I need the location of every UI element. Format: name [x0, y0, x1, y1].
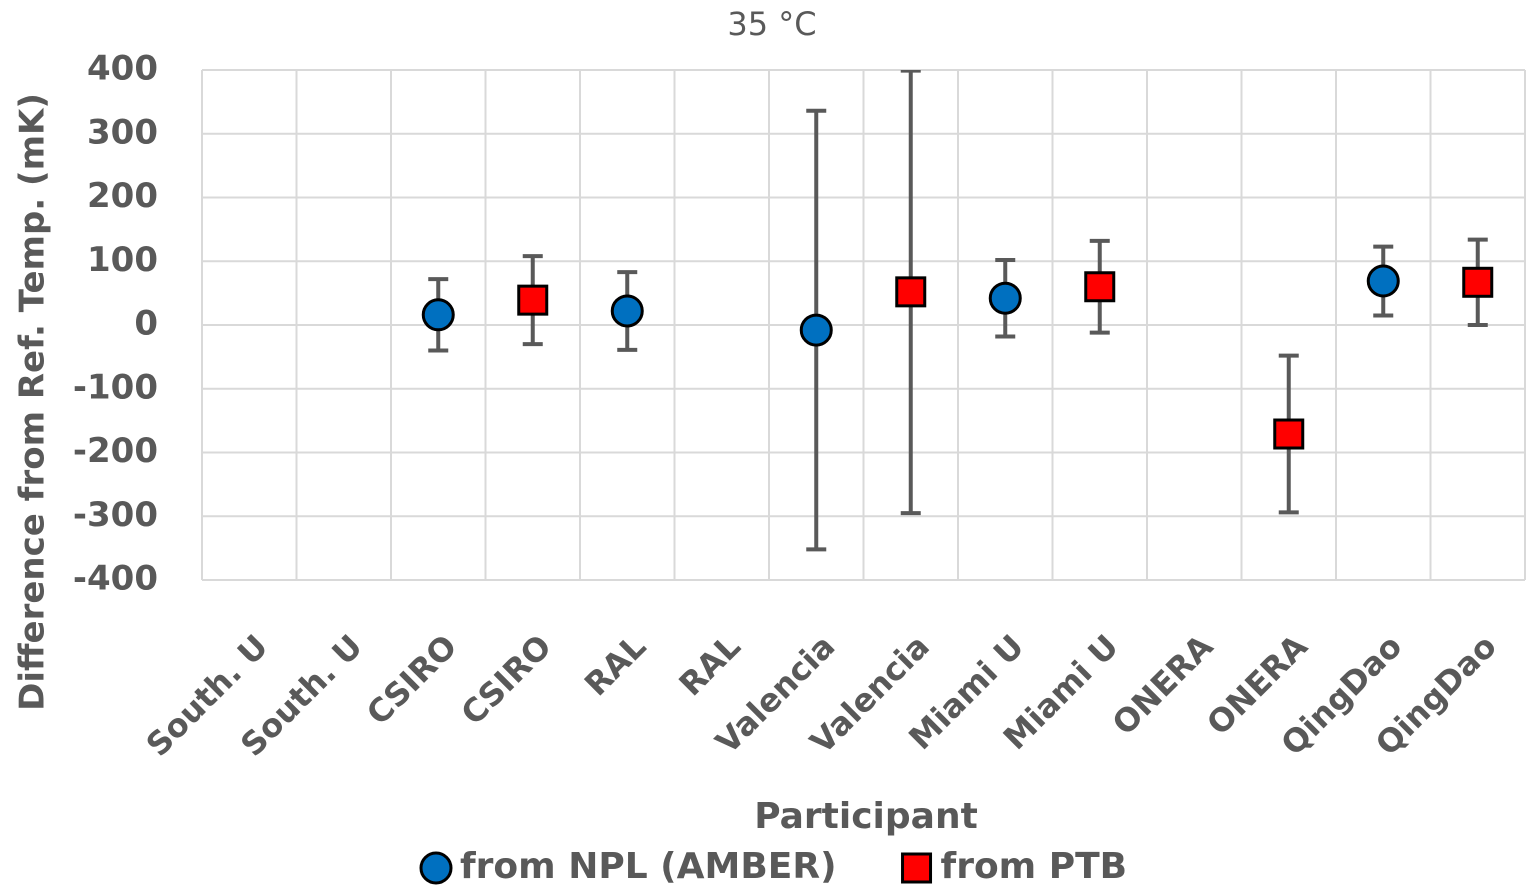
- x-axis-title: Participant: [754, 796, 978, 837]
- data-point: [895, 276, 927, 308]
- y-axis-title: Difference from Ref. Temp. (mK): [13, 93, 53, 711]
- data-point: [1462, 266, 1494, 298]
- y-tick-label: 300: [87, 112, 158, 152]
- y-tick-label: -200: [73, 431, 158, 471]
- data-point: [988, 281, 1022, 315]
- legend-label: from PTB: [941, 846, 1128, 887]
- data-point: [1366, 264, 1400, 298]
- x-tick-label: RAL: [577, 627, 653, 703]
- data-point: [421, 298, 455, 332]
- legend-marker: [901, 852, 933, 884]
- y-tick-label: -400: [73, 559, 158, 599]
- x-tick-label: RAL: [672, 627, 748, 703]
- y-tick-label: 0: [134, 304, 158, 344]
- x-tick-label: ONERA: [1105, 627, 1221, 743]
- y-tick-label: -100: [73, 367, 158, 407]
- data-point: [610, 294, 644, 328]
- x-tick-label: CSIRO: [359, 627, 464, 732]
- chart-title: 35 °C: [727, 5, 816, 43]
- y-tick-label: 400: [87, 49, 158, 89]
- data-point: [1084, 271, 1116, 303]
- data-point: [799, 313, 833, 347]
- legend-label: from NPL (AMBER): [460, 846, 837, 887]
- y-tick-label: 100: [87, 240, 158, 280]
- x-tick-label: CSIRO: [454, 627, 559, 732]
- legend-marker: [419, 851, 453, 885]
- y-tick-label: 200: [87, 176, 158, 216]
- data-point: [1273, 418, 1305, 450]
- data-point: [517, 284, 549, 316]
- y-tick-label: -300: [73, 495, 158, 535]
